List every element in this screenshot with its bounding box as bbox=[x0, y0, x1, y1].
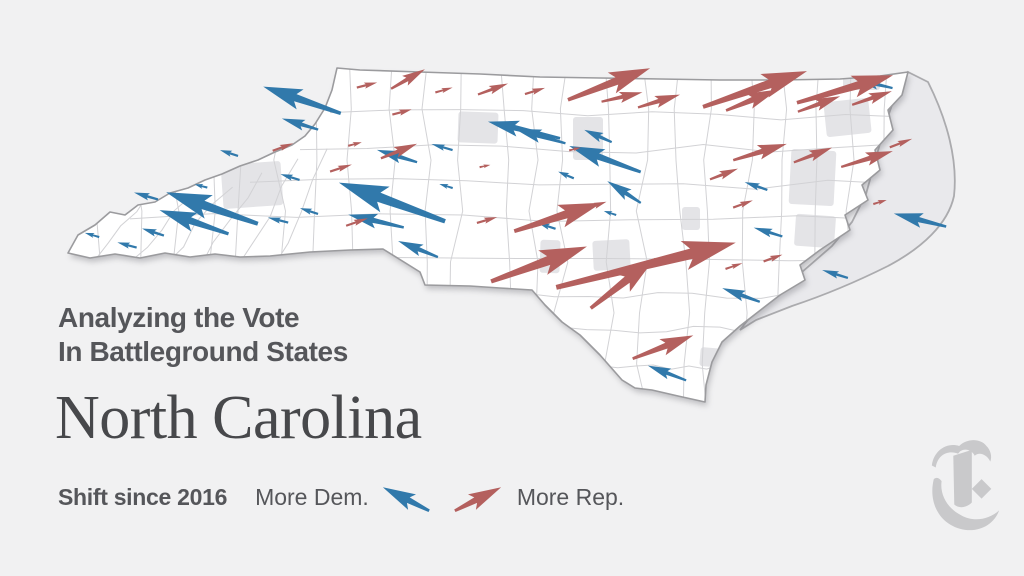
state-border bbox=[67, 67, 909, 403]
shift-arrows bbox=[84, 68, 947, 382]
kicker-line-2: In Battleground States bbox=[58, 336, 348, 368]
nyt-times-t-logo-icon bbox=[931, 440, 1000, 531]
rep-shift-arrow-icon bbox=[454, 487, 501, 513]
legend: Shift since 2016 More Dem. More Rep. bbox=[58, 480, 624, 514]
legend-rep-label: More Rep. bbox=[516, 483, 625, 510]
dem-shift-arrow-icon bbox=[382, 487, 430, 513]
page-title: North Carolina bbox=[55, 384, 422, 452]
kicker-line-1: Analyzing the Vote bbox=[58, 302, 300, 333]
legend-title: Shift since 2016 bbox=[58, 483, 228, 510]
legend-dem-label: More Dem. bbox=[255, 483, 369, 510]
kicker: Analyzing the Vote In Battleground State… bbox=[58, 301, 348, 369]
